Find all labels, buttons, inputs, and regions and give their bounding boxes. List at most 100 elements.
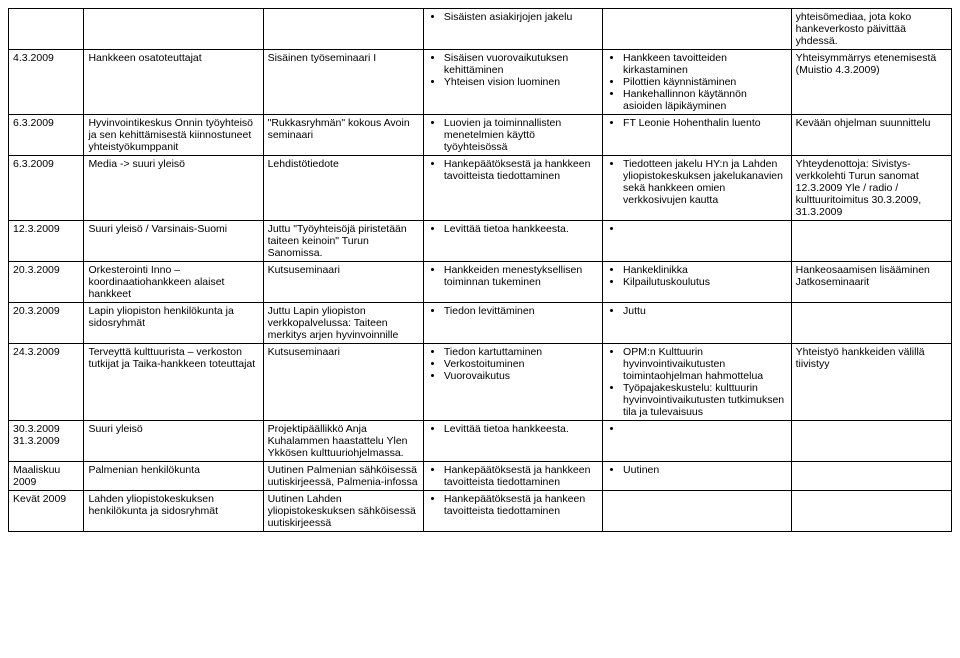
content-cell: Sisäisten asiakirjojen jakelu (423, 9, 602, 50)
list-item: Työpajakeskustelu: kulttuurin hyvinvoint… (623, 382, 787, 418)
audience-cell: Hankkeen osatoteuttajat (84, 50, 263, 115)
action-cell: Juttu "Työyhteisöjä piristetään taiteen … (263, 221, 423, 262)
result-cell (791, 491, 951, 532)
content-cell: Hankepäätöksestä ja hankkeen tavoitteist… (423, 462, 602, 491)
result-cell (791, 303, 951, 344)
list-item: Uutinen (623, 464, 787, 476)
list-item: Pilottien käynnistäminen (623, 76, 787, 88)
method-cell: HankeklinikkaKilpailutuskoulutus (603, 262, 792, 303)
method-cell: OPM:n Kulttuurin hyvinvointivaikutusten … (603, 344, 792, 421)
date-cell: 30.3.2009 31.3.2009 (9, 421, 84, 462)
action-cell: Sisäinen työseminaari I (263, 50, 423, 115)
action-cell: Juttu Lapin yliopiston verkkopalvelussa:… (263, 303, 423, 344)
list-item: Hankkeen tavoitteiden kirkastaminen (623, 52, 787, 76)
content-cell: Levittää tietoa hankkeesta. (423, 421, 602, 462)
content-cell: Luovien ja toiminnallisten menetelmien k… (423, 115, 602, 156)
list-item: OPM:n Kulttuurin hyvinvointivaikutusten … (623, 346, 787, 382)
date-cell: Kevät 2009 (9, 491, 84, 532)
audience-cell: Lahden yliopistokeskuksen henkilökunta j… (84, 491, 263, 532)
audience-cell: Lapin yliopiston henkilökunta ja sidosry… (84, 303, 263, 344)
method-cell: Hankkeen tavoitteiden kirkastaminenPilot… (603, 50, 792, 115)
action-cell: Uutinen Palmenian sähköisessä uutiskirje… (263, 462, 423, 491)
content-cell: Hankepäätöksestä ja hankeen tavoitteista… (423, 491, 602, 532)
method-cell (603, 221, 792, 262)
content-cell: Hankkeiden menestyksellisen toiminnan tu… (423, 262, 602, 303)
list-item: Levittää tietoa hankkeesta. (444, 423, 598, 435)
method-cell (603, 421, 792, 462)
schedule-table: Sisäisten asiakirjojen jakelu yhteisömedi… (8, 8, 952, 532)
list-item: Tiedon kartuttaminen (444, 346, 598, 358)
table-row: Kevät 2009Lahden yliopistokeskuksen henk… (9, 491, 952, 532)
method-cell: Juttu (603, 303, 792, 344)
list-item: Hankepäätöksestä ja hankkeen tavoitteist… (444, 158, 598, 182)
list-item: Kilpailutuskoulutus (623, 276, 787, 288)
list-item: Luovien ja toiminnallisten menetelmien k… (444, 117, 598, 153)
audience-cell: Orkesterointi Inno – koordinaatiohankkee… (84, 262, 263, 303)
table-row: 20.3.2009Lapin yliopiston henkilökunta j… (9, 303, 952, 344)
method-cell (603, 491, 792, 532)
audience-cell: Media -> suuri yleisö (84, 156, 263, 221)
table-row: 30.3.2009 31.3.2009Suuri yleisöProjektip… (9, 421, 952, 462)
method-cell: Uutinen (603, 462, 792, 491)
method-cell (603, 9, 792, 50)
date-cell (9, 9, 84, 50)
list-item: FT Leonie Hohenthalin luento (623, 117, 787, 129)
date-cell: 20.3.2009 (9, 303, 84, 344)
action-cell: Uutinen Lahden yliopistokeskuksen sähköi… (263, 491, 423, 532)
list-item: Vuorovaikutus (444, 370, 598, 382)
table-row: 6.3.2009Media -> suuri yleisöLehdistötie… (9, 156, 952, 221)
list-item (623, 223, 787, 235)
date-cell: 12.3.2009 (9, 221, 84, 262)
audience-cell: Terveyttä kulttuurista – verkoston tutki… (84, 344, 263, 421)
list-item: Tiedotteen jakelu HY:n ja Lahden yliopis… (623, 158, 787, 206)
result-cell: Yhteisymmärrys etenemisestä (Muistio 4.3… (791, 50, 951, 115)
table-row: 20.3.2009Orkesterointi Inno – koordinaat… (9, 262, 952, 303)
result-cell: Kevään ohjelman suunnittelu (791, 115, 951, 156)
list-item: Levittää tietoa hankkeesta. (444, 223, 598, 235)
action-cell: Kutsuseminaari (263, 262, 423, 303)
action-cell (263, 9, 423, 50)
date-cell: 4.3.2009 (9, 50, 84, 115)
list-item: Verkostoituminen (444, 358, 598, 370)
list-item: Hankepäätöksestä ja hankkeen tavoitteist… (444, 464, 598, 488)
result-cell (791, 421, 951, 462)
date-cell: 6.3.2009 (9, 115, 84, 156)
result-cell: Hankeosaamisen lisääminen Jatkoseminaari… (791, 262, 951, 303)
table-row: 4.3.2009Hankkeen osatoteuttajatSisäinen … (9, 50, 952, 115)
action-cell: "Rukkasryhmän" kokous Avoin seminaari (263, 115, 423, 156)
date-cell: 6.3.2009 (9, 156, 84, 221)
audience-cell: Suuri yleisö / Varsinais-Suomi (84, 221, 263, 262)
list-item (623, 423, 787, 435)
result-cell (791, 221, 951, 262)
content-cell: Hankepäätöksestä ja hankkeen tavoitteist… (423, 156, 602, 221)
action-cell: Lehdistötiedote (263, 156, 423, 221)
list-item: Sisäisten asiakirjojen jakelu (444, 11, 598, 23)
method-cell: Tiedotteen jakelu HY:n ja Lahden yliopis… (603, 156, 792, 221)
table-row: Maaliskuu 2009Palmenian henkilökuntaUuti… (9, 462, 952, 491)
table-row: 24.3.2009Terveyttä kulttuurista – verkos… (9, 344, 952, 421)
result-cell: yhteisömediaa, jota koko hankeverkosto p… (791, 9, 951, 50)
list-item: Yhteisen vision luominen (444, 76, 598, 88)
table-row: Sisäisten asiakirjojen jakelu yhteisömedi… (9, 9, 952, 50)
table-row: 12.3.2009Suuri yleisö / Varsinais-SuomiJ… (9, 221, 952, 262)
action-cell: Projektipäällikkö Anja Kuhalammen haasta… (263, 421, 423, 462)
list-item: Tiedon levittäminen (444, 305, 598, 317)
content-cell: Sisäisen vuorovaikutuksen kehittäminenYh… (423, 50, 602, 115)
list-item: Sisäisen vuorovaikutuksen kehittäminen (444, 52, 598, 76)
list-item: Juttu (623, 305, 787, 317)
date-cell: Maaliskuu 2009 (9, 462, 84, 491)
list-item: Hankepäätöksestä ja hankeen tavoitteista… (444, 493, 598, 517)
audience-cell (84, 9, 263, 50)
action-cell: Kutsuseminaari (263, 344, 423, 421)
content-cell: Tiedon kartuttaminenVerkostoituminenVuor… (423, 344, 602, 421)
list-item: Hankehallinnon käytännön asioiden läpikä… (623, 88, 787, 112)
table-row: 6.3.2009Hyvinvointikeskus Onnin työyhtei… (9, 115, 952, 156)
result-cell (791, 462, 951, 491)
method-cell: FT Leonie Hohenthalin luento (603, 115, 792, 156)
date-cell: 20.3.2009 (9, 262, 84, 303)
list-item: Hankkeiden menestyksellisen toiminnan tu… (444, 264, 598, 288)
audience-cell: Palmenian henkilökunta (84, 462, 263, 491)
content-cell: Levittää tietoa hankkeesta. (423, 221, 602, 262)
content-cell: Tiedon levittäminen (423, 303, 602, 344)
date-cell: 24.3.2009 (9, 344, 84, 421)
